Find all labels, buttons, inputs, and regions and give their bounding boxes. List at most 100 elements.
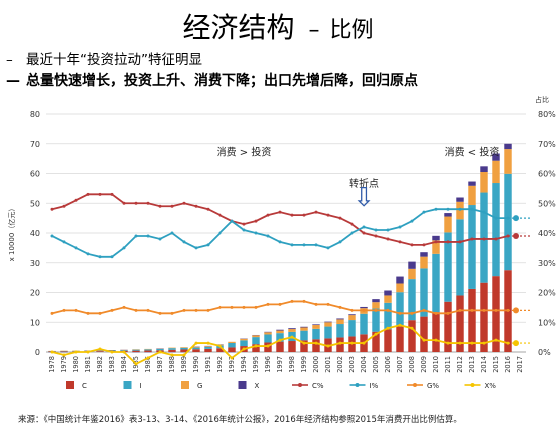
line-point-X% <box>422 338 426 342</box>
bullet-2: — 总量快速增长，投资上升、消费下降；出口先增后降，回归原点 <box>6 70 418 90</box>
x-tick-label: 2016 <box>504 356 512 373</box>
line-point-X% <box>266 344 270 348</box>
bar-I <box>432 253 440 313</box>
bullet-1: – 最近十年“投资拉动”特征明显 <box>6 48 202 68</box>
x-tick-label: 2017 <box>516 356 524 373</box>
line-point-I% <box>302 243 306 247</box>
line-point-G% <box>50 311 54 315</box>
bar-G <box>180 347 188 348</box>
bar-G <box>324 322 332 327</box>
y-axis-title-right: 占比 <box>535 95 549 104</box>
bar-I <box>420 268 428 317</box>
line-point-C% <box>122 201 126 205</box>
line-point-G% <box>254 305 258 309</box>
line-point-I% <box>182 240 186 244</box>
bar-I <box>168 348 176 350</box>
x-tick-label: 2014 <box>480 356 488 373</box>
line-point-X% <box>338 341 342 345</box>
y-tick-label-right: 60% <box>538 170 556 179</box>
line-point-G% <box>170 311 174 315</box>
line-point-C% <box>362 231 366 235</box>
bar-I <box>456 219 464 296</box>
bar-I <box>156 348 164 351</box>
bar-I <box>396 292 404 326</box>
legend-label-I: I <box>140 382 142 390</box>
x-tick-label: 1983 <box>108 356 116 373</box>
annotation-0: 消费 > 投资 <box>217 146 272 159</box>
line-point-C% <box>494 237 498 241</box>
line-point-X% <box>386 326 390 330</box>
bar-I <box>228 342 236 348</box>
legend-label-G%: G% <box>427 382 439 390</box>
bar-G <box>468 185 476 206</box>
line-point-C% <box>410 243 414 247</box>
line-point-C% <box>158 204 162 208</box>
bar-X <box>336 318 344 320</box>
line-point-G% <box>98 311 102 315</box>
line-point-I% <box>350 231 354 235</box>
bar-I <box>192 347 200 350</box>
bar-C <box>408 320 416 352</box>
x-tick-label: 1991 <box>204 356 212 373</box>
line-point-X% <box>122 350 126 354</box>
bar-I <box>372 308 380 332</box>
line-point-I% <box>122 246 126 250</box>
line-point-C% <box>290 213 294 217</box>
line-point-I% <box>290 243 294 247</box>
line-point-I% <box>266 234 270 238</box>
line-point-C% <box>386 237 390 241</box>
legend-swatch-dot-X% <box>470 383 475 387</box>
bar-C <box>492 276 500 352</box>
bar-X <box>384 290 392 296</box>
y-tick-label-right: 40% <box>538 229 556 238</box>
bar-I <box>504 173 512 271</box>
legend-label-C: C <box>82 382 87 390</box>
y-tick-label-right: 70% <box>538 140 556 149</box>
line-point-G% <box>470 308 474 312</box>
line-point-C% <box>482 237 486 241</box>
y-axis-title-left: x 10000（亿元） <box>7 205 16 262</box>
line-point-I% <box>86 252 90 256</box>
bar-C <box>312 339 320 352</box>
bar-I <box>204 346 212 349</box>
bar-G <box>192 346 200 348</box>
line-point-G% <box>74 308 78 312</box>
bar-C <box>456 295 464 352</box>
line-point-C% <box>74 198 78 202</box>
line-point-I% <box>206 243 210 247</box>
bar-I <box>468 205 476 289</box>
x-tick-label: 2011 <box>444 356 452 373</box>
line-point-G% <box>350 308 354 312</box>
slide-title: 经济结构 – 比例 <box>0 6 556 46</box>
line-point-G% <box>62 308 66 312</box>
line-point-I% <box>494 216 498 220</box>
line-point-I% <box>314 243 318 247</box>
x-tick-label: 1997 <box>276 356 284 373</box>
legend-swatch-dot-G% <box>413 383 417 387</box>
line-point-I% <box>374 228 378 232</box>
x-tick-label: 1988 <box>168 356 176 373</box>
x-tick-label: 2000 <box>312 356 320 373</box>
line-point-G% <box>182 308 186 312</box>
bar-G <box>300 327 308 331</box>
line-point-G% <box>266 302 270 306</box>
line-point-X% <box>242 347 246 351</box>
bar-I <box>492 183 500 277</box>
bar-C <box>132 350 140 352</box>
line-point-G% <box>122 305 126 309</box>
y-tick-label-right: 20% <box>538 289 556 298</box>
x-tick-label: 2013 <box>468 356 476 373</box>
bar-I <box>312 328 320 340</box>
legend-label-X%: X% <box>485 382 497 390</box>
bar-G <box>432 240 440 254</box>
bar-G <box>492 160 500 184</box>
bar-C <box>468 288 476 352</box>
line-point-I% <box>242 228 246 232</box>
bar-I <box>144 349 152 351</box>
line-point-G% <box>86 311 90 315</box>
line-point-G% <box>494 308 498 312</box>
y-tick-label-right: 0% <box>538 348 551 357</box>
line-point-G% <box>410 311 414 315</box>
line-point-X% <box>470 341 474 345</box>
x-tick-label: 1981 <box>84 356 92 373</box>
